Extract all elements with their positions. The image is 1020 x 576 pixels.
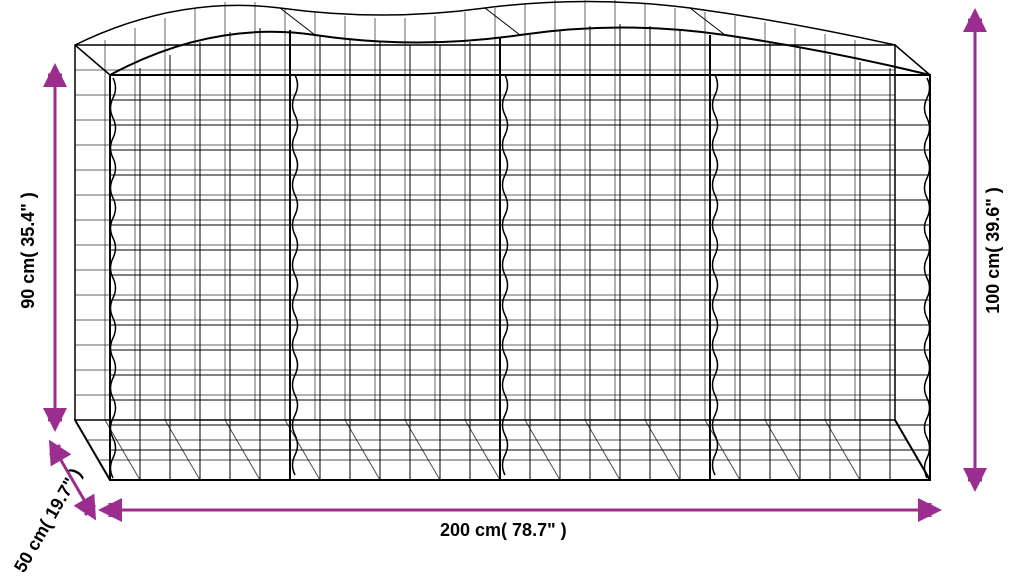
dimension-label-width: 200 cm( 78.7" )	[440, 520, 567, 541]
dimension-label-height-left: 90 cm( 35.4" )	[18, 192, 39, 309]
gabion-wireframe	[75, 0, 930, 480]
product-diagram	[0, 0, 1020, 571]
dimension-label-height-right: 100 cm( 39.6" )	[983, 187, 1004, 314]
